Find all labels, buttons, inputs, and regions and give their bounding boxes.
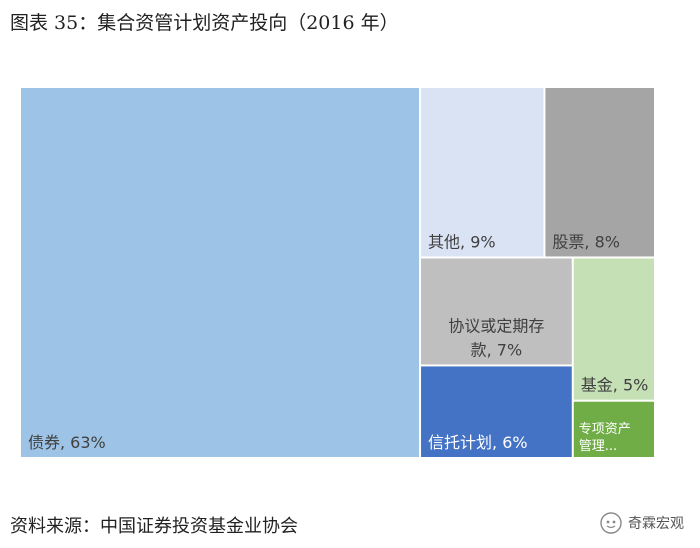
tile-label-funds: 基金, 5% bbox=[581, 376, 649, 395]
tile-label-special-asset-mgmt: 专项资产管理... bbox=[579, 422, 631, 454]
tile-label-stocks: 股票, 8% bbox=[552, 232, 620, 251]
tile-label-bonds: 债券, 63% bbox=[28, 433, 106, 452]
treemap-tile-other bbox=[421, 88, 544, 257]
treemap-tile-special-asset-mgmt bbox=[573, 401, 654, 457]
watermark: 奇霖宏观 bbox=[600, 512, 684, 534]
treemap-tile-deposits bbox=[421, 258, 572, 365]
page-title: 图表 35：集合资管计划资产投向（2016 年） bbox=[10, 12, 399, 34]
tile-label-trust-plans: 信托计划, 6% bbox=[428, 433, 528, 452]
treemap-tile-funds bbox=[573, 258, 654, 400]
tile-label-deposits: 协议或定期存款, 7% bbox=[448, 316, 544, 359]
treemap-tile-stocks bbox=[545, 88, 654, 257]
treemap-tile-bonds bbox=[21, 88, 420, 457]
wechat-icon bbox=[600, 512, 622, 534]
tile-label-other: 其他, 9% bbox=[428, 232, 496, 251]
treemap-tile-trust-plans bbox=[421, 366, 572, 457]
source-note: 资料来源：中国证券投资基金业协会 bbox=[10, 516, 298, 537]
watermark-text: 奇霖宏观 bbox=[628, 516, 684, 532]
